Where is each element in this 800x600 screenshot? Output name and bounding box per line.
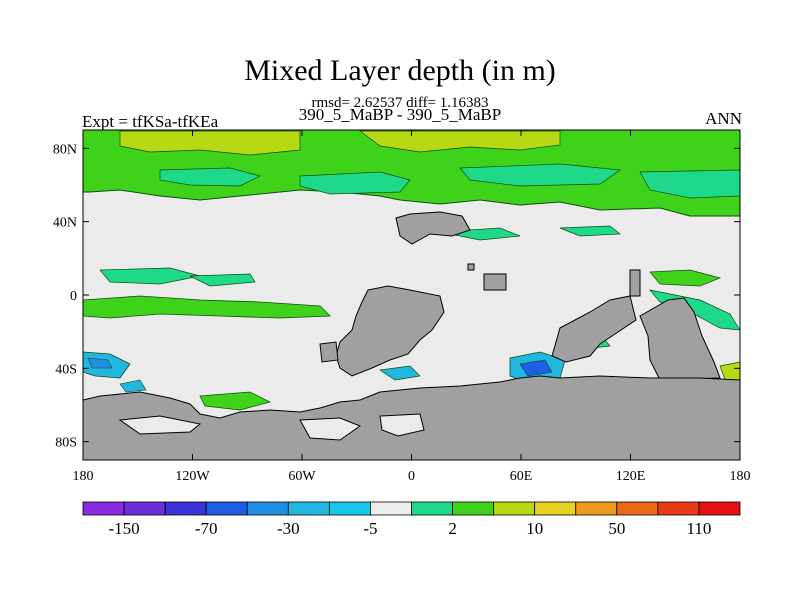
x-tick-label: 60E — [510, 469, 533, 484]
arctic-lightgreen — [119, 130, 301, 156]
colorbar-label: 10 — [526, 519, 543, 538]
y-tick-label: 80N — [53, 142, 77, 157]
case-subtitle: 390_5_MaBP - 390_5_MaBP — [298, 105, 502, 124]
arctic-cyan-3 — [459, 163, 621, 187]
arctic-cyan-1 — [159, 167, 261, 187]
colorbar: -150 -70 -30 -5 2 10 50 110 — [82, 501, 741, 538]
experiment-label: Expt = tfKSa-tfKEa — [82, 112, 219, 131]
colorbar-label: 50 — [608, 519, 625, 538]
colorbar-swatch — [287, 501, 330, 516]
colorbar-label: 2 — [448, 519, 457, 538]
x-tick-label: 120E — [616, 469, 646, 484]
y-tick-label: 40N — [53, 216, 77, 231]
colorbar-label: 110 — [687, 519, 712, 538]
small-island-1 — [467, 263, 475, 271]
tropical-cyan-patch-2 — [189, 273, 256, 287]
x-tick-label: 180 — [73, 469, 94, 484]
x-tick-label: 60W — [288, 469, 316, 484]
arctic-cyan-2 — [299, 171, 411, 195]
east-tropical-green — [649, 269, 722, 287]
colorbar-label: -30 — [277, 519, 300, 538]
colorbar-label: -70 — [195, 519, 218, 538]
east-land-mass — [639, 297, 721, 381]
y-axis: 80N 40N 0 40S 80S — [53, 142, 740, 451]
south-green-band — [199, 391, 271, 411]
south-atlantic-blue — [379, 365, 421, 381]
chart-title: Mixed Layer depth (in m) — [244, 54, 556, 87]
small-island-2 — [483, 273, 507, 291]
colorbar-swatch — [493, 501, 536, 516]
y-tick-label: 80S — [55, 436, 77, 451]
arctic-cyan-4 — [639, 169, 740, 199]
x-tick-label: 180 — [730, 469, 751, 484]
south-pacific-deepblue — [87, 357, 113, 369]
south-america-land — [335, 285, 445, 377]
colorbar-swatch — [452, 501, 495, 516]
antarctic-bay — [118, 415, 202, 435]
antarctic-bay-2 — [299, 417, 362, 441]
tropical-cyan-patch — [99, 267, 201, 285]
south-america-tail — [319, 341, 339, 363]
colorbar-swatch — [616, 501, 659, 516]
colorbar-swatch — [575, 501, 618, 516]
antarctic-bay-3 — [379, 413, 425, 437]
x-tick-label: 120W — [175, 469, 210, 484]
colorbar-swatch — [164, 501, 207, 516]
colorbar-swatch — [657, 501, 700, 516]
colorbar-label: -150 — [108, 519, 139, 538]
tropical-green-streak — [83, 295, 331, 319]
season-label: ANN — [705, 109, 742, 128]
colorbar-swatch — [328, 501, 371, 516]
east-south-yellow — [719, 361, 740, 385]
north-land-strip — [395, 211, 471, 245]
y-tick-label: 0 — [70, 289, 77, 304]
colorbar-swatch — [411, 501, 453, 516]
colorbar-swatch — [698, 501, 741, 516]
colorbar-swatch — [246, 501, 289, 516]
colorbar-swatch — [205, 501, 248, 516]
y-tick-label: 40S — [55, 362, 77, 377]
colorbar-swatch — [534, 501, 577, 516]
x-axis: 180 120W 60W 0 60E 120E 180 — [73, 130, 751, 484]
colorbar-swatch — [370, 501, 412, 516]
midlat-cyan-patch-2 — [559, 225, 621, 237]
pac-south-cyan — [119, 379, 147, 393]
map-field — [83, 130, 740, 460]
australia-land — [551, 295, 637, 363]
small-land-east — [629, 269, 641, 297]
colorbar-label: -5 — [363, 519, 377, 538]
x-tick-label: 0 — [408, 469, 415, 484]
colorbar-swatch — [123, 501, 166, 516]
arctic-lightgreen-2 — [358, 130, 561, 153]
indian-deepblue — [519, 359, 553, 377]
colorbar-swatch — [82, 501, 125, 516]
stats-subtitle: rmsd= 2.62537 diff= 1.16383 — [311, 95, 489, 111]
